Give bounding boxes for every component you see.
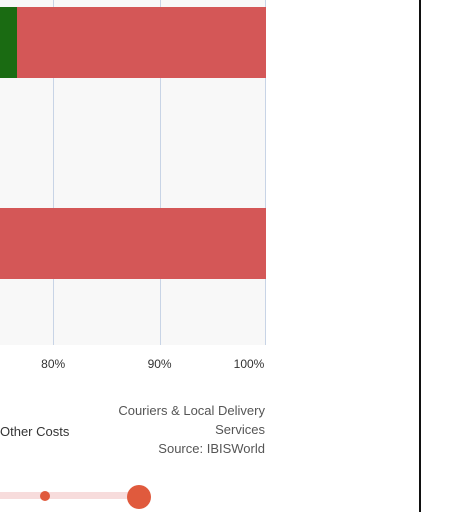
- timeline-slider-step-dot[interactable]: [40, 491, 50, 501]
- legend-item-other-costs[interactable]: Other Costs: [0, 424, 70, 439]
- x-tick-label: 90%: [147, 357, 172, 371]
- bar-1-segment-2[interactable]: [17, 7, 266, 78]
- source-credit: Source: IBISWorld: [158, 441, 265, 456]
- gridline-80pct: [53, 0, 55, 345]
- timeline-slider-handle[interactable]: [127, 485, 151, 509]
- chart-plot-area: [0, 0, 266, 345]
- x-tick-label: 100%: [233, 357, 265, 371]
- gridline-90pct: [159, 0, 161, 345]
- x-tick-label: 80%: [41, 357, 66, 371]
- bar-1-segment-1[interactable]: [0, 7, 18, 78]
- industry-name-line2: Services: [215, 422, 265, 437]
- industry-name-line1: Couriers & Local Delivery: [118, 403, 265, 418]
- timeline-slider-track[interactable]: [0, 492, 150, 499]
- gridline-100pct: [265, 0, 266, 345]
- panel-divider: [419, 0, 421, 512]
- bar-2-segment-1[interactable]: [0, 208, 266, 279]
- chart-source-block: Couriers & Local Delivery Services Sourc…: [118, 401, 265, 458]
